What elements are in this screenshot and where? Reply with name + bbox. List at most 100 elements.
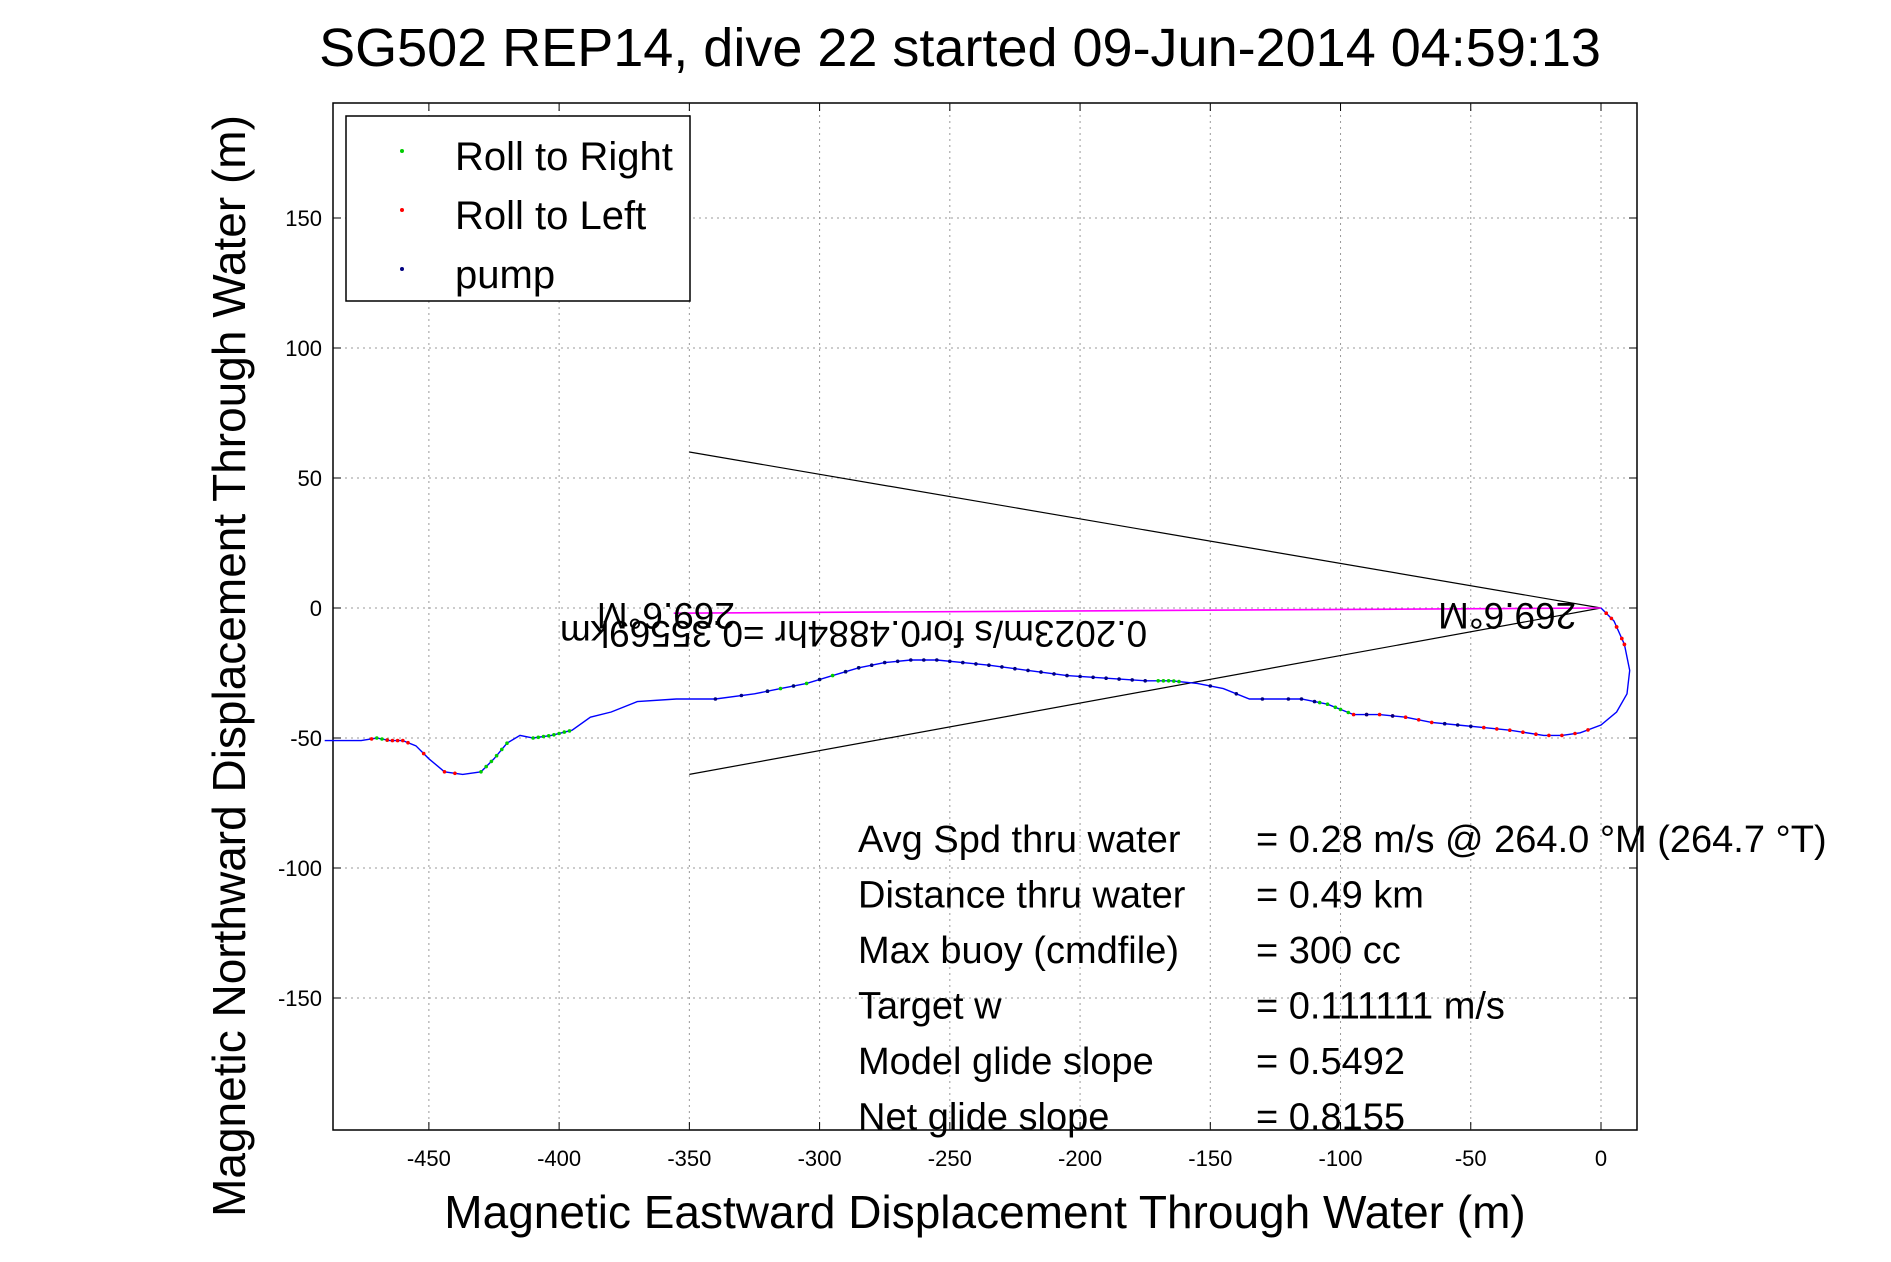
x-tick-label: -400	[537, 1146, 581, 1171]
pump-point	[713, 697, 718, 701]
roll-right-point	[375, 736, 379, 740]
marker-series	[369, 611, 1627, 776]
roll-left-point	[401, 738, 405, 743]
legend: Roll to Right Roll to Left pump	[345, 115, 691, 302]
roll-right-point	[830, 673, 835, 678]
pump-point	[1260, 697, 1265, 701]
pump-point	[739, 693, 744, 698]
pump-point	[1039, 670, 1043, 674]
info-value: = 300 cc	[1256, 930, 1401, 972]
roll-right-point	[1333, 705, 1338, 710]
y-tick-label: -100	[278, 856, 322, 881]
y-tick-label: 0	[310, 596, 322, 621]
roll-right-point	[494, 753, 499, 758]
info-value: = 0.28 m/s @ 264.0 °M (264.7 °T)	[1256, 819, 1827, 861]
annotation-label: 269.6°M	[597, 595, 735, 636]
y-tick-label: -50	[290, 726, 322, 751]
y-axis-label: Magnetic Northward Displacement Through …	[203, 115, 255, 1217]
annotations: 269.6°M 269.6°M0.2023m/s for0.4884hr =0.3…	[560, 595, 1576, 654]
pump-point	[1208, 684, 1213, 688]
legend-label-pump: pump	[455, 253, 555, 297]
roll-right-point	[1346, 710, 1351, 715]
roll-left-point	[442, 770, 447, 774]
roll-left-point	[1614, 625, 1619, 629]
roll-left-point	[1586, 728, 1590, 732]
dive-summary: Avg Spd thru water = 0.28 m/s @ 264.0 °M …	[858, 819, 1827, 1139]
pump-point	[1390, 714, 1395, 718]
roll-left-point	[1495, 727, 1499, 731]
roll-right-point	[567, 729, 572, 733]
pump-point	[1234, 692, 1239, 696]
pump-point	[1469, 724, 1473, 729]
info-value: = 0.8155	[1256, 1097, 1405, 1139]
x-axis-label: Magnetic Eastward Displacement Through W…	[444, 1186, 1525, 1238]
y-tick-label: 100	[285, 336, 322, 361]
roll-right-point	[536, 735, 541, 740]
reference-line	[689, 607, 1602, 775]
info-value: = 0.49 km	[1256, 875, 1424, 917]
pump-point	[1143, 679, 1147, 683]
roll-right-point	[1166, 679, 1171, 683]
roll-right-point	[1156, 679, 1160, 683]
roll-left-point	[385, 738, 390, 742]
roll-left-point	[1521, 730, 1525, 734]
legend-marker-roll-left	[400, 208, 404, 212]
roll-right-point	[546, 734, 551, 738]
pump-point	[817, 677, 822, 682]
pump-point	[1364, 712, 1369, 717]
roll-right-point	[778, 686, 783, 691]
roll-right-point	[804, 681, 809, 686]
roll-left-point	[1377, 712, 1382, 717]
pump-point	[1442, 721, 1447, 726]
roll-right-point	[562, 730, 567, 734]
info-label: Model glide slope	[858, 1041, 1154, 1083]
chart-title: SG502 REP14, dive 22 started 09-Jun-2014…	[319, 18, 1601, 78]
info-label: Avg Spd thru water	[858, 819, 1181, 861]
x-tick-label: -100	[1319, 1146, 1363, 1171]
y-tick-label: 50	[298, 466, 322, 491]
pump-point	[1013, 666, 1017, 671]
pump-point	[909, 658, 913, 662]
roll-left-point	[1508, 728, 1512, 732]
pump-point	[1000, 665, 1004, 669]
roll-left-point	[1620, 636, 1624, 641]
pump-point	[882, 660, 887, 665]
roll-right-point	[531, 736, 535, 740]
roll-left-point	[453, 771, 457, 776]
roll-right-point	[380, 737, 384, 741]
pump-point	[1052, 672, 1056, 676]
pump-point	[765, 689, 770, 693]
roll-right-point	[1177, 679, 1181, 684]
roll-right-point	[1325, 702, 1330, 706]
pump-point	[1091, 675, 1095, 680]
pump-point	[922, 658, 926, 662]
pump-point	[948, 659, 952, 664]
legend-label-roll-right: Roll to Right	[455, 135, 673, 179]
roll-right-point	[484, 764, 489, 769]
roll-right-point	[1317, 700, 1322, 705]
roll-left-point	[395, 738, 400, 743]
roll-left-point	[1547, 733, 1551, 738]
pump-point	[974, 662, 978, 666]
pump-point	[1299, 697, 1304, 701]
pump-point	[791, 684, 796, 688]
annotation-label: 0.2023m/s for0.4884hr =0.35569km	[560, 613, 1147, 654]
info-value: = 0.5492	[1256, 1041, 1405, 1083]
roll-left-point	[1482, 725, 1486, 730]
roll-right-point	[505, 741, 509, 745]
pump-point	[987, 663, 991, 667]
annotation-label: 269.6°M	[1438, 595, 1576, 636]
pump-point	[961, 660, 965, 665]
roll-right-point	[1172, 679, 1176, 683]
roll-left-point	[390, 738, 395, 743]
pump-point	[856, 666, 861, 670]
roll-left-point	[1573, 731, 1577, 736]
roll-left-point	[1622, 642, 1627, 647]
roll-right-point	[1338, 707, 1343, 712]
pump-point	[869, 663, 874, 667]
pump-point	[1104, 676, 1108, 680]
roll-left-point	[1604, 611, 1608, 615]
pump-point	[1065, 673, 1069, 678]
roll-left-point	[369, 737, 374, 741]
